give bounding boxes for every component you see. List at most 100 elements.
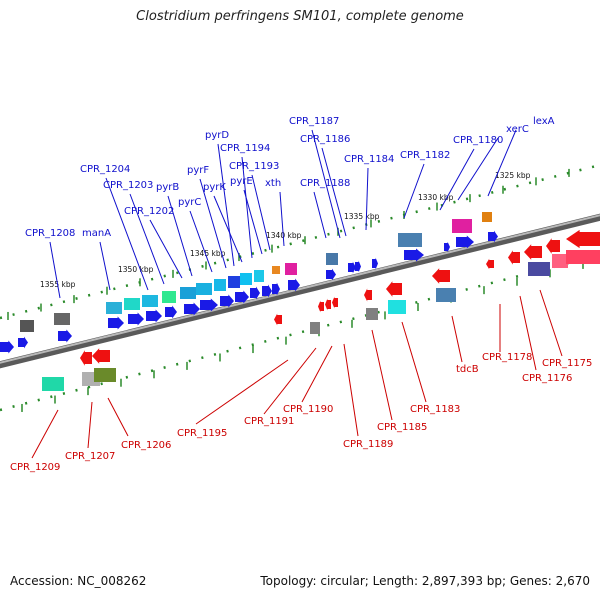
reverse-gene-arrow xyxy=(332,296,338,309)
reverse-label-leader xyxy=(343,343,359,437)
reverse-feature-box xyxy=(552,254,568,268)
reverse-gene-arrow xyxy=(274,313,282,326)
reverse-gene-arrow xyxy=(486,258,494,270)
forward-label-leader xyxy=(251,174,271,251)
forward-gene-arrow xyxy=(165,305,177,319)
forward-gene-label: CPR_1186 xyxy=(300,134,350,145)
forward-gene-label: pyrC xyxy=(178,197,201,208)
reverse-gene-arrow xyxy=(432,268,450,284)
forward-gene-arrow xyxy=(372,257,378,270)
forward-gene-label: xth xyxy=(265,178,281,189)
forward-label-leader xyxy=(199,178,227,269)
forward-label-leader xyxy=(217,143,235,267)
forward-label-leader xyxy=(457,137,499,201)
forward-gene-label: pyrF xyxy=(187,165,209,176)
reverse-gene-label: CPR_1191 xyxy=(244,416,294,427)
reverse-gene-label: CPR_1183 xyxy=(410,404,460,415)
reverse-gene-label: CPR_1189 xyxy=(343,439,393,450)
reverse-label-leader xyxy=(87,401,93,449)
forward-feature-box xyxy=(254,270,264,282)
forward-label-leader xyxy=(105,177,149,291)
forward-gene-arrow xyxy=(456,235,474,249)
forward-feature-box xyxy=(272,266,280,274)
forward-label-leader xyxy=(365,167,369,231)
reverse-label-leader xyxy=(539,289,563,357)
reverse-label-leader xyxy=(263,347,317,415)
ruler-tick-label: 1345 kbp xyxy=(190,249,226,258)
reverse-label-leader xyxy=(31,409,59,459)
forward-label-leader xyxy=(403,163,425,219)
forward-feature-box xyxy=(285,263,297,275)
forward-gene-arrow xyxy=(146,309,162,323)
reverse-label-leader xyxy=(519,295,537,371)
reverse-gene-arrow xyxy=(92,348,110,364)
forward-gene-arrow xyxy=(444,241,450,253)
forward-label-leader xyxy=(439,148,475,211)
reverse-gene-label: CPR_1195 xyxy=(177,428,227,439)
forward-gene-arrow xyxy=(18,336,28,349)
forward-gene-arrow xyxy=(220,294,234,308)
reverse-gene-arrow xyxy=(80,350,92,366)
forward-feature-box xyxy=(196,283,212,295)
forward-gene-arrow xyxy=(200,298,218,312)
genome-backbone-highlight xyxy=(0,214,600,364)
accession-text: Accession: NC_008262 xyxy=(10,574,147,588)
forward-feature-box xyxy=(54,313,70,325)
reverse-gene-label: CPR_1185 xyxy=(377,422,427,433)
ruler-tick-label: 1335 kbp xyxy=(344,212,380,221)
forward-gene-arrow xyxy=(488,230,498,243)
forward-feature-box xyxy=(398,233,422,247)
forward-gene-label: pyrB xyxy=(156,182,179,193)
forward-feature-box xyxy=(20,320,34,332)
forward-gene-arrow xyxy=(272,282,280,296)
reverse-gene-arrow xyxy=(325,298,331,311)
reverse-feature-box xyxy=(566,250,600,264)
reverse-gene-label: CPR_1178 xyxy=(482,352,532,363)
forward-label-leader xyxy=(313,191,327,239)
reverse-feature-box xyxy=(388,300,406,314)
forward-label-leader xyxy=(49,241,61,299)
forward-feature-box xyxy=(214,279,226,291)
forward-label-leader xyxy=(167,195,193,277)
reverse-feature-box xyxy=(42,377,64,391)
reverse-gene-arrow xyxy=(546,238,560,254)
reverse-gene-label: CPR_1209 xyxy=(10,462,60,473)
reverse-label-leader xyxy=(401,321,427,403)
forward-gene-label: CPR_1193 xyxy=(229,161,279,172)
forward-label-leader xyxy=(99,241,111,291)
forward-gene-label: pyrD xyxy=(205,130,229,141)
forward-gene-arrow xyxy=(0,340,14,354)
forward-gene-arrow xyxy=(355,260,361,273)
forward-feature-box xyxy=(326,253,338,265)
reverse-gene-label: tdcB xyxy=(456,364,479,375)
forward-feature-box xyxy=(240,273,252,285)
forward-gene-arrow xyxy=(250,286,260,300)
forward-label-leader xyxy=(241,156,253,259)
forward-feature-box xyxy=(482,212,492,222)
ruler-tick-label: 1330 kbp xyxy=(418,193,454,202)
reverse-gene-arrow xyxy=(364,288,372,302)
forward-gene-label: CPR_1194 xyxy=(220,143,270,154)
reverse-gene-label: CPR_1190 xyxy=(283,404,333,415)
forward-label-leader xyxy=(213,195,243,263)
forward-gene-arrow xyxy=(288,278,300,292)
forward-gene-label: manA xyxy=(82,228,111,239)
forward-label-leader xyxy=(279,191,285,247)
forward-gene-label: CPR_1187 xyxy=(289,116,339,127)
forward-feature-box xyxy=(142,295,158,307)
forward-gene-label: CPR_1184 xyxy=(344,154,394,165)
reverse-feature-box xyxy=(436,288,456,302)
forward-gene-arrow xyxy=(128,312,144,326)
reverse-label-leader xyxy=(195,359,289,425)
forward-gene-arrow xyxy=(184,302,200,316)
reverse-feature-box xyxy=(94,368,116,382)
forward-gene-arrow xyxy=(58,329,72,343)
forward-label-leader xyxy=(311,129,341,239)
forward-gene-label: xerC xyxy=(506,124,529,135)
forward-gene-label: CPR_1204 xyxy=(80,164,130,175)
forward-gene-arrow xyxy=(262,284,272,298)
forward-gene-label: CPR_1203 xyxy=(103,180,153,191)
forward-feature-box xyxy=(452,219,472,233)
reverse-label-leader xyxy=(451,315,463,363)
